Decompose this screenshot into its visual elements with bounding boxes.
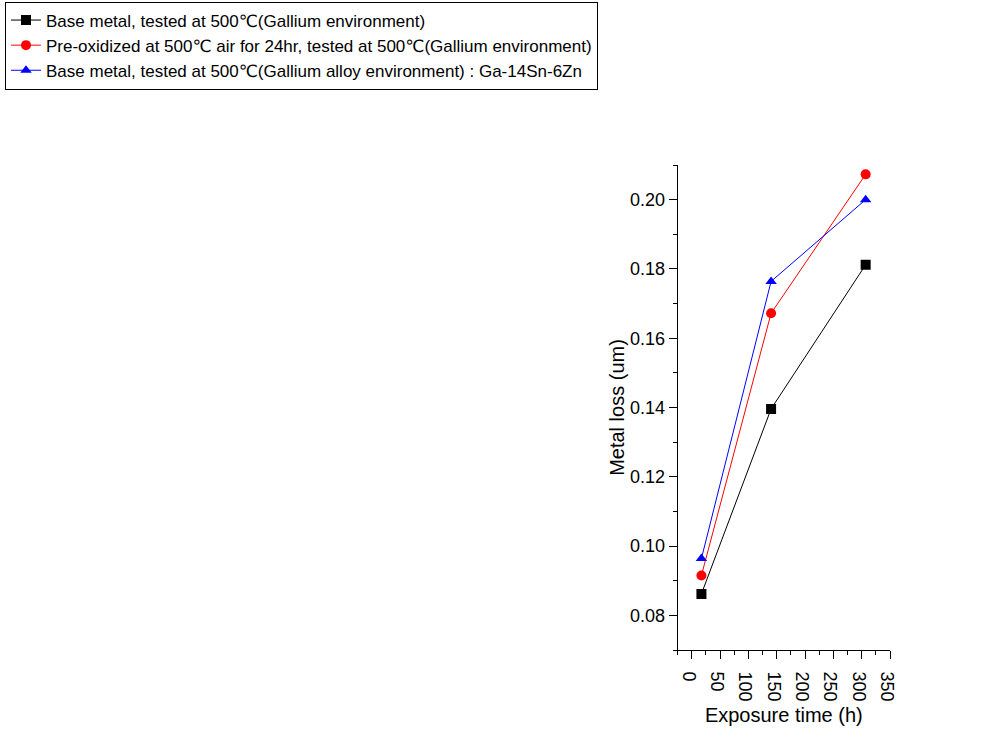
svg-text:Pre-oxidized at 500℃ air for 2: Pre-oxidized at 500℃ air for 24hr, teste… xyxy=(46,37,592,56)
svg-text:0.12: 0.12 xyxy=(630,467,665,487)
svg-text:Base metal, tested at 500℃(Gal: Base metal, tested at 500℃(Gallium alloy… xyxy=(46,62,582,81)
svg-text:100: 100 xyxy=(735,672,755,702)
svg-text:0: 0 xyxy=(679,672,699,682)
svg-text:Base metal, tested at 500℃(Gal: Base metal, tested at 500℃(Gallium envir… xyxy=(46,12,425,31)
svg-text:0.18: 0.18 xyxy=(630,259,665,279)
svg-text:Metal loss (um): Metal loss (um) xyxy=(606,339,628,476)
svg-text:150: 150 xyxy=(764,672,784,702)
svg-text:0.20: 0.20 xyxy=(630,190,665,210)
svg-text:0.16: 0.16 xyxy=(630,329,665,349)
svg-text:0.08: 0.08 xyxy=(630,606,665,626)
svg-text:0.14: 0.14 xyxy=(630,398,665,418)
svg-text:350: 350 xyxy=(877,672,897,702)
svg-text:0.10: 0.10 xyxy=(630,536,665,556)
svg-text:50: 50 xyxy=(707,672,727,692)
svg-text:300: 300 xyxy=(849,672,869,702)
svg-text:200: 200 xyxy=(792,672,812,702)
svg-text:Exposure time (h): Exposure time (h) xyxy=(705,704,863,726)
svg-text:250: 250 xyxy=(820,672,840,702)
